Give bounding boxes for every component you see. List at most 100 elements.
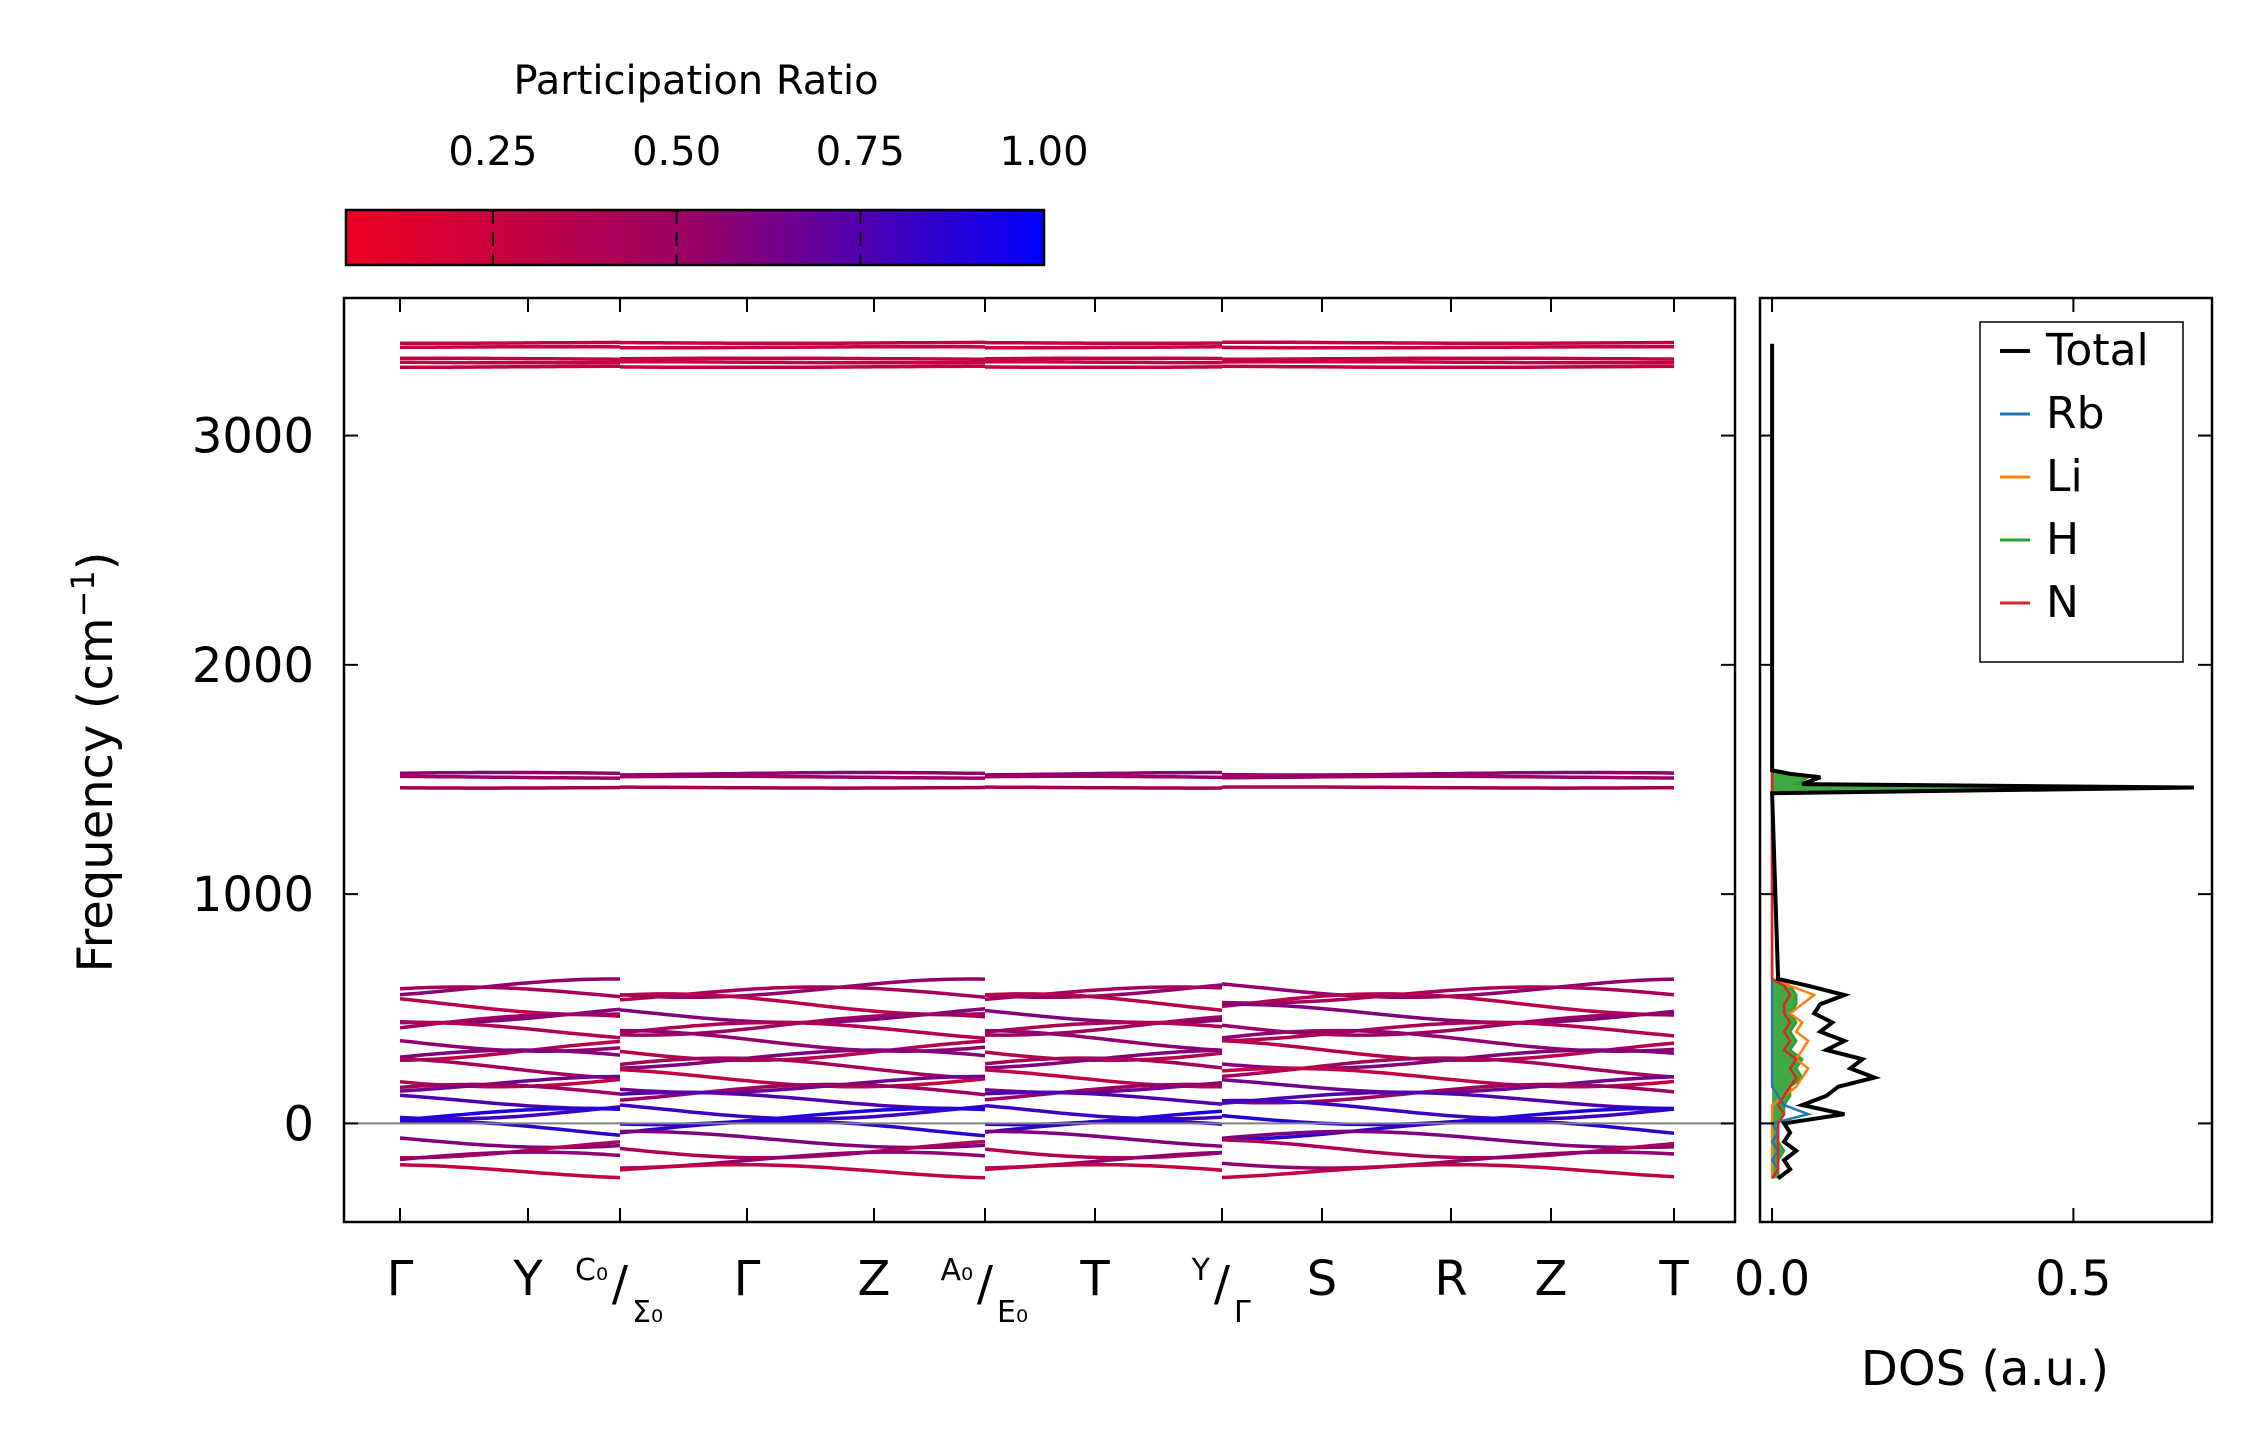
legend-items: Total Rb Li HN xyxy=(2000,325,2149,628)
band-line xyxy=(399,1048,621,1059)
band-line xyxy=(1221,1098,1675,1121)
band-line xyxy=(1221,359,1674,365)
dos-ticks: 0.0 0.5 xyxy=(1734,298,2212,1307)
band-line xyxy=(985,345,1222,350)
band-line xyxy=(619,364,985,370)
path-label: Γ xyxy=(734,1251,761,1307)
band-line xyxy=(1221,364,1674,370)
dos-x-tick-label: 0.5 xyxy=(2035,1251,2111,1307)
band-line xyxy=(620,785,986,790)
band-line xyxy=(984,992,1223,1012)
band-line xyxy=(619,1020,986,1040)
path-label: Z xyxy=(1535,1251,1568,1307)
band-line xyxy=(620,356,985,361)
band-line xyxy=(399,1119,621,1137)
legend-label-li: Li xyxy=(2046,451,2083,502)
band-line xyxy=(984,1162,1223,1172)
dos-x-tick-label: 0.0 xyxy=(1734,1251,1810,1307)
path-label-composite: A₀/E₀ xyxy=(940,1253,1028,1330)
band-line xyxy=(985,356,1222,361)
band-line xyxy=(984,1082,1223,1102)
band-line xyxy=(984,1119,1223,1134)
band-line xyxy=(620,344,985,350)
dos-frame xyxy=(1758,296,2214,1224)
legend-label-rb: Rb xyxy=(2046,388,2105,439)
band-line xyxy=(1221,770,1675,777)
band-line xyxy=(400,1020,621,1040)
band-line xyxy=(399,985,621,999)
path-label: Y xyxy=(512,1251,543,1307)
band-line xyxy=(620,359,985,365)
colorbar-tick-label: 0.75 xyxy=(816,129,905,175)
band-line xyxy=(1222,1002,1675,1025)
band-line xyxy=(1221,774,1674,780)
band-line xyxy=(1221,785,1674,790)
band-line xyxy=(399,1150,621,1162)
colorbar-title: Participation Ratio xyxy=(513,58,878,104)
band-line xyxy=(984,1129,1223,1148)
band-y-ticks: 0 1000 2000 3000 xyxy=(192,409,1735,1152)
band-line xyxy=(400,356,620,361)
band-line xyxy=(1221,1129,1675,1150)
band-line xyxy=(619,1048,986,1070)
band-path-ticks xyxy=(399,298,1675,1222)
band-line xyxy=(619,977,986,1000)
band-line xyxy=(399,1082,621,1096)
colorbar: Participation Ratio 0.25 0.50 0.75 1.00 xyxy=(344,58,1089,267)
band-line xyxy=(620,340,985,346)
path-label-slash: / xyxy=(612,1256,629,1312)
y-tick-label: 0 xyxy=(283,1096,314,1152)
path-label-sup: C₀ xyxy=(575,1253,608,1288)
band-path-labels: Γ Y C₀/Σ₀Γ Z A₀/E₀T Y/ΓS R Z T xyxy=(387,1251,1690,1330)
band-line xyxy=(619,1162,986,1180)
band-line xyxy=(985,359,1222,365)
band-line xyxy=(984,1028,1223,1052)
band-line xyxy=(984,774,1223,780)
band-line xyxy=(619,1119,986,1138)
path-label-sup: A₀ xyxy=(940,1253,973,1288)
dos-x-axis-title: DOS (a.u.) xyxy=(1861,1341,2109,1397)
band-lines xyxy=(399,340,1675,1180)
colorbar-tick-label: 0.50 xyxy=(632,129,721,175)
path-label-sub: Γ xyxy=(1234,1295,1251,1330)
legend-label-h: H xyxy=(2046,514,2079,565)
band-line xyxy=(399,1056,621,1080)
band-line xyxy=(985,785,1223,790)
y-tick-label: 2000 xyxy=(192,638,314,694)
band-line xyxy=(400,364,620,370)
legend-label-total: Total xyxy=(2045,325,2149,376)
band-line xyxy=(1221,344,1674,350)
band-line xyxy=(1221,992,1674,1017)
path-label: R xyxy=(1434,1251,1467,1307)
band-line xyxy=(984,340,1222,346)
band-line xyxy=(619,1082,986,1102)
colorbar-gradient xyxy=(346,210,1044,265)
y-tick-label: 1000 xyxy=(192,867,314,923)
path-label: S xyxy=(1307,1251,1337,1307)
band-line xyxy=(399,1039,621,1063)
dos-panel: 0.0 0.5 DOS (a.u.) Total Rb Li HN xyxy=(1734,296,2214,1397)
path-label: Γ xyxy=(387,1251,414,1307)
colorbar-frame xyxy=(344,208,1046,267)
path-label-sub: E₀ xyxy=(997,1295,1028,1330)
band-line xyxy=(399,977,620,997)
band-line xyxy=(399,1136,621,1150)
band-line xyxy=(1221,1150,1675,1170)
band-line xyxy=(400,774,620,780)
band-line xyxy=(620,770,986,777)
dos-lines xyxy=(1770,343,2194,1180)
path-label: T xyxy=(1079,1251,1110,1307)
band-line xyxy=(1221,1090,1675,1111)
band-line xyxy=(1221,1020,1675,1043)
band-line xyxy=(619,1039,986,1063)
band-line xyxy=(400,340,620,346)
band-line xyxy=(399,785,621,790)
y-axis-title: Frequency (cm−1) xyxy=(64,551,124,972)
band-line xyxy=(1221,1138,1675,1160)
path-label-composite: C₀/Σ₀ xyxy=(575,1253,663,1330)
band-line xyxy=(399,1163,621,1180)
band-line xyxy=(399,1105,621,1121)
band-line xyxy=(1222,356,1675,362)
